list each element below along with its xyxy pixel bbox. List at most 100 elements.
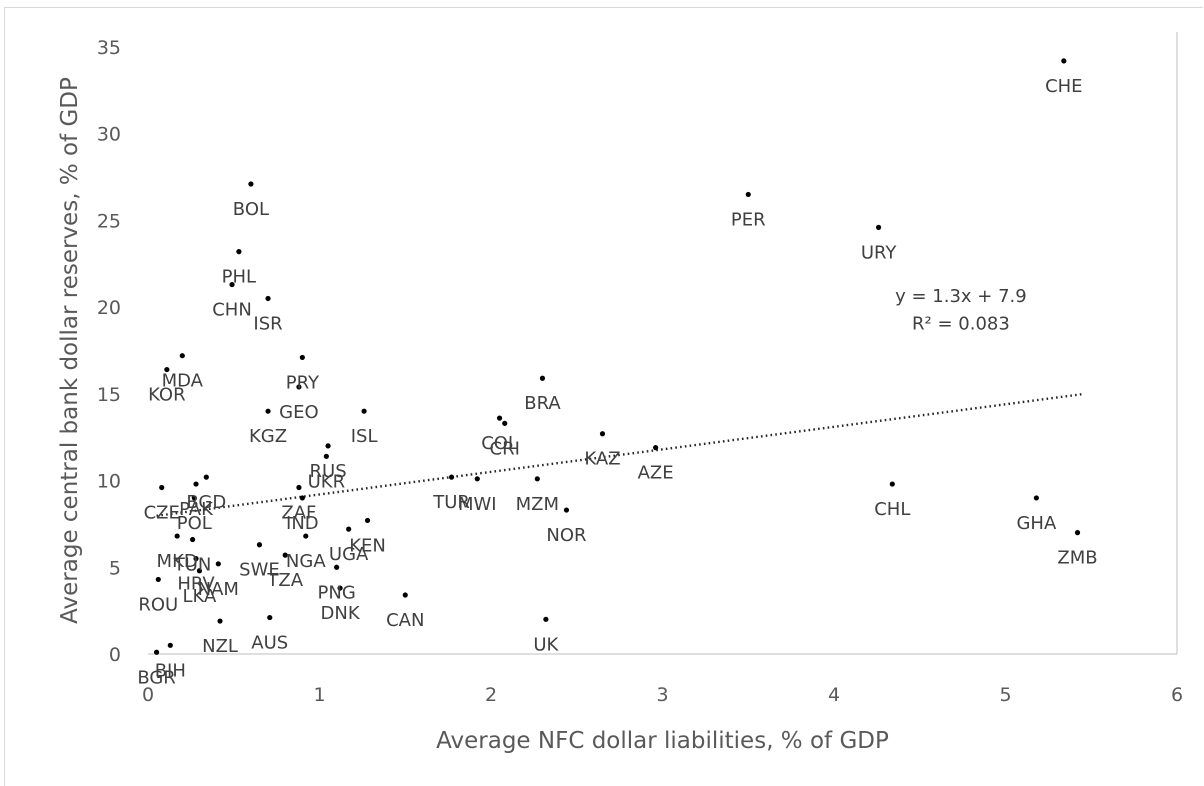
data-point-label: ROU [138, 594, 178, 615]
data-point-label: CAN [386, 610, 424, 631]
y-axis-ticks: 0 5 10 15 20 25 30 35 [97, 37, 121, 666]
data-point [303, 533, 309, 539]
data-point [229, 281, 235, 288]
y-tick-label: 0 [109, 644, 121, 666]
data-point [164, 366, 170, 373]
data-point [167, 642, 173, 648]
data-point [159, 484, 165, 491]
data-point-label: KGZ [249, 426, 287, 447]
data-point [189, 536, 196, 543]
data-point-label: KAZ [584, 449, 620, 470]
data-point [179, 353, 185, 359]
x-tick-label: 5 [999, 684, 1011, 706]
data-point-label: NZL [202, 636, 238, 657]
data-point [155, 576, 161, 583]
y-tick-label: 30 [97, 124, 121, 146]
data-point-label: ZMB [1057, 548, 1097, 569]
data-point-label: KEN [349, 535, 386, 556]
trendline-r-squared: R² = 0.083 [912, 314, 1010, 335]
data-point-label: NOR [546, 525, 586, 546]
data-point [502, 420, 508, 426]
data-point [296, 384, 302, 390]
data-point-label: NAM [198, 579, 239, 600]
data-point [323, 453, 329, 459]
data-point [174, 533, 180, 539]
data-point-label: GHA [1016, 513, 1056, 534]
data-point-label: BRA [524, 393, 561, 414]
trendline [156, 392, 1083, 518]
data-point-label: MDA [162, 371, 204, 392]
data-point-label: NGA [286, 551, 326, 572]
data-point [496, 415, 503, 421]
data-point [236, 249, 242, 255]
chart-frame [4, 7, 1203, 786]
data-point-label: KOR [148, 385, 186, 406]
data-point [299, 354, 305, 361]
data-point-label: LKA [183, 586, 218, 607]
data-point [217, 618, 223, 624]
data-point-label: CHE [1045, 76, 1082, 97]
data-point [337, 585, 343, 591]
data-point [256, 542, 263, 548]
data-point [299, 495, 305, 501]
data-point-label: CHN [212, 300, 252, 321]
data-point [248, 181, 254, 187]
data-point [599, 431, 606, 437]
data-point [875, 224, 882, 230]
data-point [334, 564, 340, 570]
data-point-label: SWE [239, 560, 280, 581]
data-point-label: MZM [516, 494, 559, 515]
data-point-label: PAK [179, 499, 214, 520]
data-point [534, 476, 540, 482]
data-point [215, 561, 221, 567]
data-point [296, 484, 302, 491]
trendline-equation: y = 1.3x + 7.9 [895, 286, 1027, 307]
data-point-label: PRY [286, 372, 320, 393]
data-point-label: MWI [458, 494, 497, 515]
data-point [265, 408, 271, 414]
data-point [364, 517, 371, 524]
data-point [267, 614, 273, 621]
data-point [1061, 58, 1067, 64]
data-point [325, 443, 331, 449]
data-point [448, 474, 455, 480]
data-point-label: BIH [155, 660, 186, 681]
y-axis-title: Average central bank dollar reserves, % … [57, 77, 83, 624]
data-point [1033, 495, 1039, 501]
data-point-label: ISR [253, 313, 282, 334]
data-point-label: MKD [157, 551, 198, 572]
x-tick-label: 1 [313, 684, 325, 706]
y-tick-label: 10 [97, 471, 121, 493]
data-point-label: TZA [266, 570, 303, 591]
data-points [153, 58, 1081, 655]
data-point [889, 481, 895, 487]
data-point-label: ZAF [281, 503, 316, 524]
data-point [745, 191, 751, 198]
data-point [563, 507, 570, 513]
plot-area [148, 32, 1178, 655]
y-tick-label: 5 [109, 557, 121, 579]
data-point-label: UK [533, 634, 559, 655]
data-point-label: ISL [351, 426, 378, 447]
data-point-label: CHL [874, 499, 910, 520]
data-point [282, 552, 288, 558]
y-tick-label: 25 [97, 210, 121, 232]
data-point-label: PER [731, 209, 766, 230]
data-point [402, 592, 408, 598]
data-point [346, 526, 352, 532]
data-point-label: PHL [222, 267, 256, 288]
x-tick-label: 3 [656, 684, 668, 706]
data-point-label: AZE [638, 463, 674, 484]
data-point-label: HRV [177, 574, 215, 595]
x-tick-label: 2 [485, 684, 497, 706]
data-point-label: DNK [321, 603, 361, 624]
data-point [653, 445, 659, 451]
data-point [539, 375, 546, 381]
data-point [153, 649, 160, 655]
data-point [193, 556, 199, 562]
data-point [474, 476, 480, 482]
data-point [361, 408, 367, 414]
data-point-label: UGA [329, 544, 369, 565]
data-point-label: POL [177, 513, 212, 534]
